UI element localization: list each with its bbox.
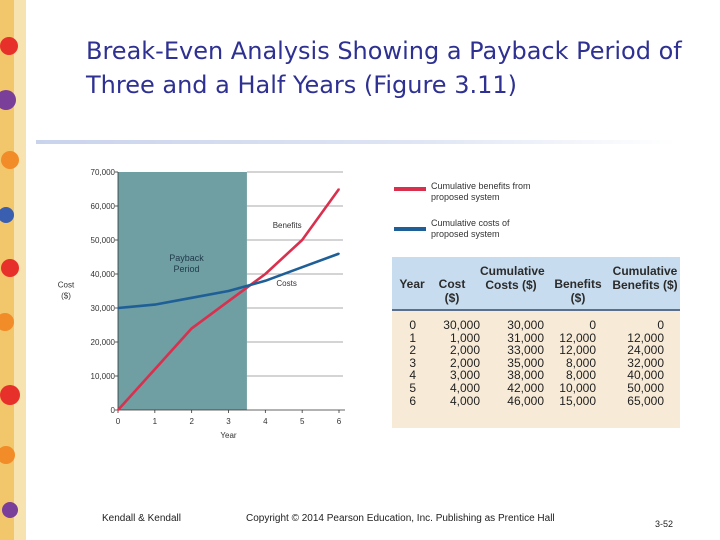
x-tick-label: 1 [153,417,158,426]
y-tick-label: 40,000 [91,270,116,279]
data-point-costs [338,252,340,255]
table-cell-cumulative-benefits: 40,000 [627,368,664,383]
y-tick-label: 30,000 [91,304,116,313]
y-tick-label: 10,000 [91,372,116,381]
table-cell-cumulative-benefits: 32,000 [627,355,664,370]
x-tick-label: 6 [337,417,342,426]
table-cell-cumulative-costs: 35,000 [507,355,544,370]
table-cell-cumulative-costs: 30,000 [507,318,544,332]
data-point-benefits [154,368,156,370]
x-tick-label: 3 [226,417,231,426]
table-cell-benefits: 8,000 [565,355,596,370]
table-cell-benefits: 12,000 [559,343,596,358]
header-year: Year [399,277,425,291]
y-axis-label-line: ($) [61,292,71,301]
table-cell-cumulative-benefits: 0 [657,318,664,332]
header-cost: Cost ($) [438,277,466,305]
y-tick-label: 60,000 [91,202,116,211]
decorative-side-strip [0,0,26,540]
table-cell-benefits: 0 [589,318,596,332]
footer-copyright: Copyright © 2014 Pearson Education, Inc.… [246,513,555,524]
table-cell-cost: 3,000 [449,368,480,383]
table-header: Year Cost ($) Cumulative Costs ($) Benef… [392,257,680,309]
table-cell-benefits: 15,000 [559,393,596,408]
chart-legend [394,187,426,231]
table-cell-year: 1 [409,330,416,345]
footer-author: Kendall & Kendall [102,513,181,524]
table-cell-cumulative-costs: 38,000 [507,368,544,383]
table-cell-cumulative-costs: 46,000 [507,393,544,408]
table-cell-benefits: 12,000 [559,330,596,345]
header-rule [392,309,680,311]
table-cell-benefits: 8,000 [565,368,596,383]
series-label-costs: Costs [276,279,296,288]
y-tick-label: 20,000 [91,338,116,347]
data-point-costs [154,303,156,306]
legend-label-benefits: Cumulative benefits from proposed system [431,181,531,202]
data-point-benefits [338,188,340,190]
header-benefits: Benefits ($) [554,277,602,305]
table-cell-year: 0 [409,318,416,332]
table-cell-cost: 4,000 [449,393,480,408]
header-cumulative-costs: Cumulative Costs ($) [480,264,545,292]
table-cell-year: 4 [409,368,416,383]
data-point-costs [264,280,267,282]
table-cell-cost: 2,000 [449,343,480,358]
title-divider [36,140,676,144]
table-cell-cost: 4,000 [449,381,480,395]
header-cumulative-benefits: Cumulative Benefits ($) [612,264,678,292]
table-cell-cumulative-benefits: 50,000 [627,381,664,395]
x-tick-label: 5 [300,417,305,426]
data-point-costs [190,297,193,299]
table-cell-cumulative-benefits: 65,000 [627,393,664,408]
table-cell-cumulative-benefits: 12,000 [627,330,664,345]
legend-label-costs: Cumulative costs of proposed system [431,218,510,239]
table-cell-benefits: 10,000 [559,381,596,395]
table-cell-cost: 30,000 [443,318,480,332]
data-point-benefits [227,300,230,302]
x-tick-label: 2 [189,417,194,426]
payback-label-line: Payback [169,253,204,263]
table-cell-cost: 1,000 [449,330,480,345]
payback-label: Payback Period [169,253,204,274]
table-cell-year: 5 [409,381,416,395]
table-cell-cumulative-costs: 42,000 [507,381,544,395]
data-point-benefits [264,273,267,275]
y-tick-label: 70,000 [91,168,116,177]
data-point-costs [117,307,119,309]
y-axis-label-line: Cost [58,281,75,290]
table-cell-year: 3 [409,355,416,370]
table-cell-cost: 2,000 [449,355,480,370]
table-cell-cumulative-costs: 31,000 [507,330,544,345]
data-point-benefits [190,327,193,330]
data-point-costs [227,290,230,292]
data-point-benefits [117,409,119,411]
y-axis-label: Cost ($) [58,281,75,301]
data-point-costs [301,266,303,268]
table-cell-year: 6 [409,393,416,408]
cost-benefit-table: Year Cost ($) Cumulative Costs ($) Benef… [392,257,680,428]
table-cell-cumulative-benefits: 24,000 [627,343,664,358]
table-cell-cumulative-costs: 33,000 [507,343,544,358]
x-tick-label: 0 [116,417,121,426]
page-number: 3-52 [655,519,674,529]
payback-label-line: Period [173,264,199,274]
data-point-benefits [301,239,303,241]
table-cell-year: 2 [409,343,416,358]
x-tick-label: 4 [263,417,268,426]
x-axis-label: Year [220,431,237,440]
series-label-benefits: Benefits [273,221,302,230]
y-tick-label: 50,000 [91,236,116,245]
y-tick-label: 0 [111,406,116,415]
break-even-chart: Payback Period010,00020,00030,00040,00050… [58,168,345,440]
slide-title: Break-Even Analysis Showing a Payback Pe… [86,37,682,99]
